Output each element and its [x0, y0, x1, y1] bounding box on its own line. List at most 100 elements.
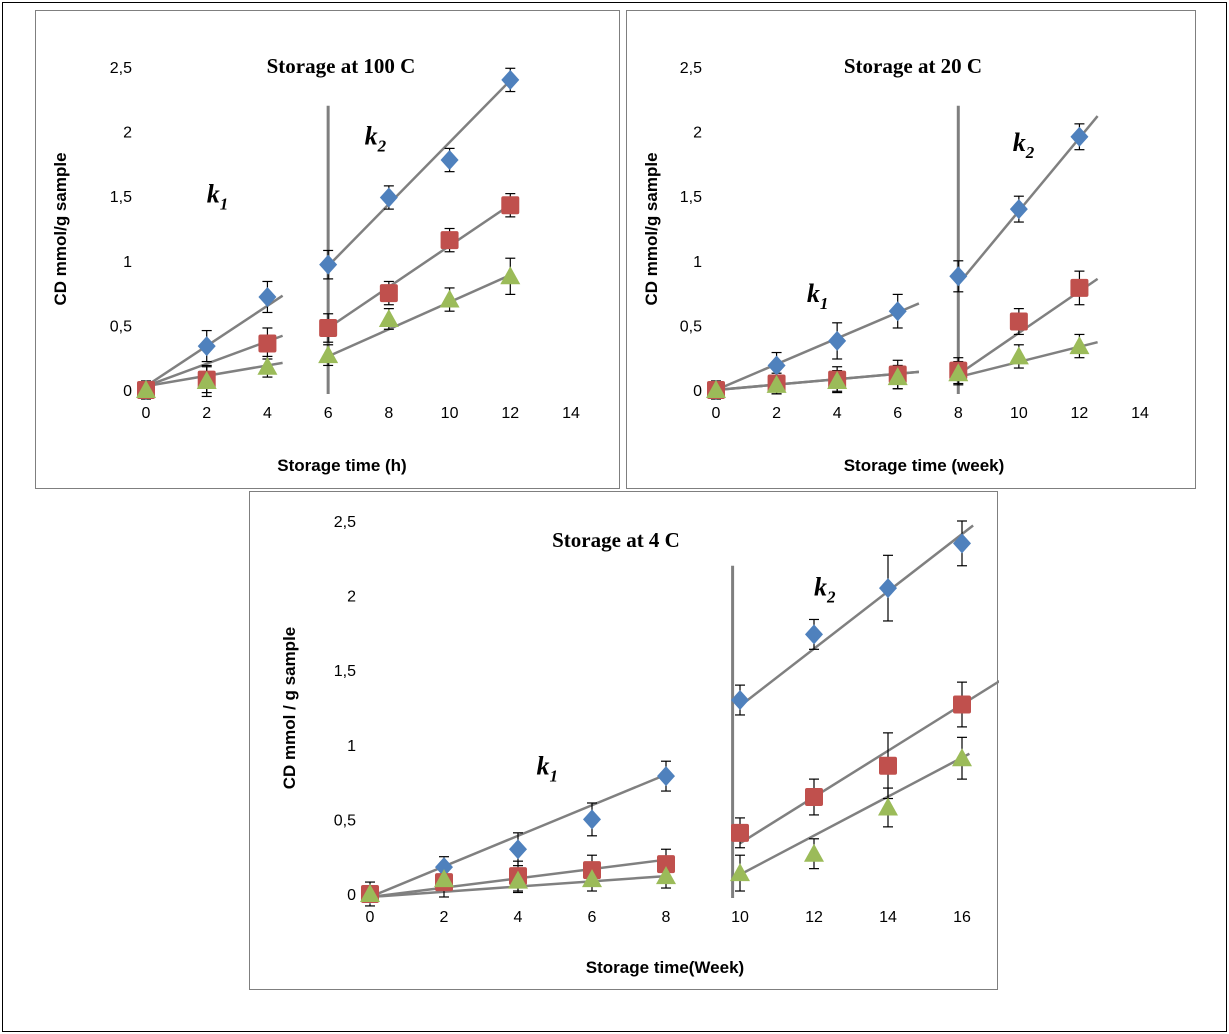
x-tick-label: 10: [731, 909, 749, 926]
rate-constant-label: k2: [365, 122, 387, 156]
data-point-diamond: [197, 336, 216, 357]
data-point-triangle: [804, 843, 824, 862]
chart-title: Storage at 4 C: [552, 528, 680, 552]
x-tick-label: 6: [588, 909, 597, 926]
data-point-triangle: [508, 870, 528, 889]
y-tick-label: 0,5: [680, 318, 702, 335]
data-point-diamond: [953, 533, 971, 554]
data-point-triangle: [196, 370, 217, 389]
chart-title: Storage at 20 C: [844, 54, 982, 78]
x-tick-label: 12: [501, 405, 519, 422]
x-tick-label: 2: [440, 909, 449, 926]
x-tick-label: 2: [772, 405, 781, 422]
data-point-square: [440, 231, 459, 250]
rate-constant-label: k1: [807, 279, 829, 313]
chart-svg-100c: Storage at 100 C0 2 4 6 8 10 12 1400,511,522,5S…: [51, 54, 580, 475]
y-tick-label: 2: [347, 589, 356, 606]
data-point-diamond: [501, 69, 520, 90]
data-point-diamond: [258, 286, 277, 307]
data-point-triangle: [1069, 336, 1090, 355]
data-point-diamond: [657, 766, 675, 787]
data-point-diamond: [583, 809, 601, 830]
x-tick-label: 8: [954, 405, 963, 422]
x-tick-label: 14: [879, 909, 897, 926]
data-point-diamond: [435, 857, 453, 878]
x-tick-label: 4: [263, 405, 272, 422]
data-point-triangle: [434, 869, 454, 888]
data-point-diamond: [509, 839, 527, 860]
x-tick-label: 2: [202, 405, 211, 422]
data-point-diamond: [949, 266, 968, 287]
y-tick-label: 2,5: [680, 60, 702, 77]
data-point-triangle: [318, 345, 339, 364]
x-tick-label: 0: [712, 405, 721, 422]
data-point-diamond: [1070, 126, 1089, 147]
x-tick-label: 8: [662, 909, 671, 926]
data-point-diamond: [379, 187, 398, 208]
data-point-diamond: [805, 624, 823, 645]
y-tick-label: 2: [123, 125, 132, 142]
data-point-square: [258, 334, 277, 353]
y-tick-label: 0: [123, 383, 132, 400]
data-point-square: [731, 823, 749, 842]
y-tick-label: 0,5: [334, 812, 356, 829]
y-tick-label: 0,5: [110, 318, 132, 335]
fit-line: [957, 115, 1099, 285]
y-tick-label: 1: [123, 254, 132, 271]
rate-constant-label: k2: [814, 573, 836, 607]
x-tick-label: 12: [1071, 405, 1089, 422]
y-axis-title: CD mmol / g sample: [280, 627, 299, 789]
fit-line: [715, 370, 920, 392]
rate-constant-subscript: 1: [220, 195, 229, 214]
data-point-diamond: [879, 578, 897, 599]
data-point-diamond: [319, 254, 338, 275]
fit-line: [327, 201, 515, 330]
y-tick-label: 2,5: [110, 60, 132, 77]
x-tick-label: 0: [142, 405, 151, 422]
data-point-triangle: [582, 869, 602, 888]
data-point-triangle: [887, 367, 908, 386]
data-point-triangle: [948, 363, 969, 382]
data-point-square: [879, 756, 897, 775]
data-point-square: [657, 855, 675, 874]
fit-line: [145, 294, 284, 388]
x-tick-label: 4: [833, 405, 842, 422]
y-tick-label: 0: [347, 887, 356, 904]
fit-line: [739, 752, 970, 876]
y-axis-title: CD mmol/g sample: [642, 152, 661, 305]
x-tick-label: 6: [324, 405, 333, 422]
x-axis-title: Storage time(Week): [586, 958, 744, 977]
rate-constant-subscript: 2: [1025, 143, 1035, 162]
chart-svg-20c: Storage at 20 C0 2 4 6 8 10 12 1400,511,522,5St…: [642, 54, 1149, 475]
x-tick-label: 4: [514, 909, 523, 926]
data-point-triangle: [136, 380, 156, 398]
rate-constant-label: k2: [1013, 128, 1035, 162]
rate-constant-subscript: 2: [377, 137, 387, 156]
y-tick-label: 1: [693, 254, 702, 271]
y-tick-label: 1,5: [334, 663, 356, 680]
rate-constant-label: k1: [207, 180, 229, 214]
data-point-triangle: [439, 289, 460, 308]
x-tick-label: 10: [1010, 405, 1028, 422]
x-tick-label: 8: [384, 405, 393, 422]
rate-constant-subscript: 1: [550, 767, 559, 786]
x-tick-label: 6: [893, 405, 902, 422]
x-axis-title: Storage time (h): [277, 456, 406, 475]
y-tick-label: 1: [347, 738, 356, 755]
fit-line: [327, 272, 514, 358]
x-tick-label: 12: [805, 909, 823, 926]
chart-storage-4c: Storage at 4 C 0 2 4 6 8 10 12 14 16 0 0,5 1 1,5 2 2,5 S…: [249, 491, 999, 990]
data-point-triangle: [378, 308, 399, 327]
data-point-diamond: [731, 690, 749, 711]
data-point-square: [805, 788, 823, 807]
x-tick-label: 10: [441, 405, 459, 422]
chart-title: Storage at 100 C: [267, 54, 416, 78]
data-point-triangle: [730, 863, 750, 882]
y-tick-label: 2: [693, 125, 702, 142]
fit-line: [739, 524, 974, 707]
data-point-diamond: [888, 301, 907, 322]
x-tick-label: 16: [953, 909, 971, 926]
data-point-triangle: [878, 797, 898, 816]
x-tick-label: 0: [366, 909, 375, 926]
